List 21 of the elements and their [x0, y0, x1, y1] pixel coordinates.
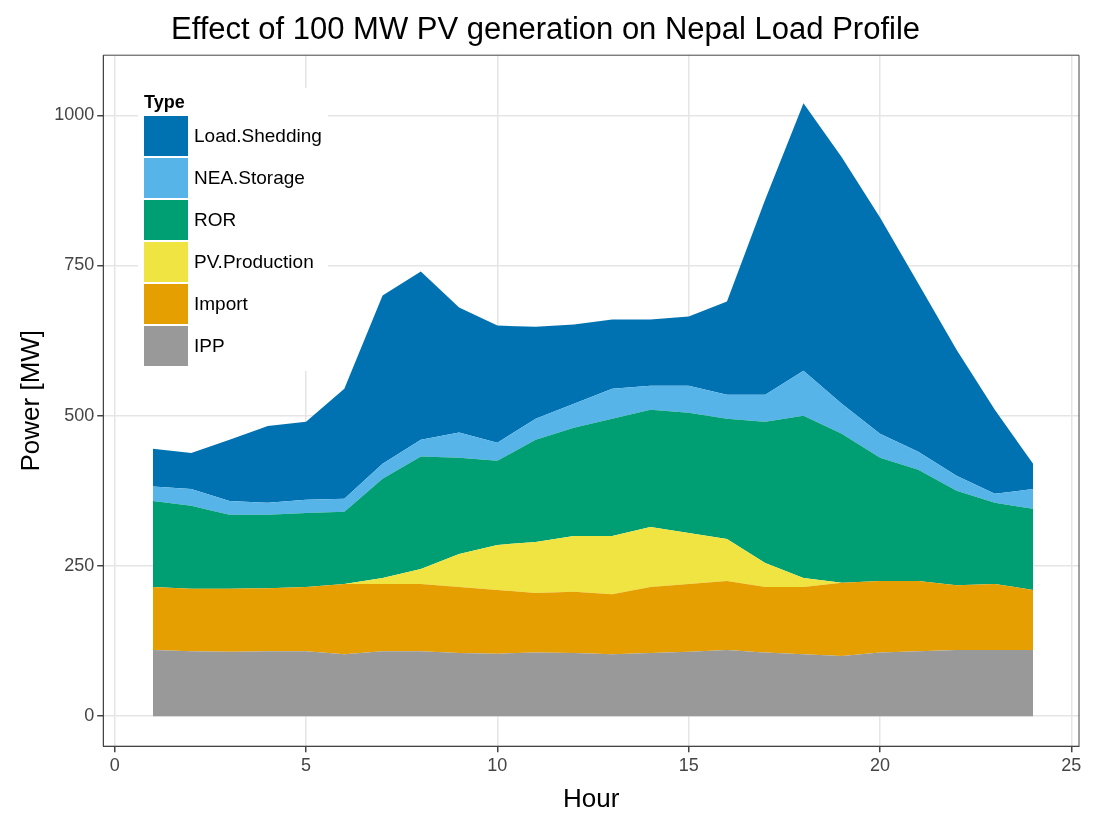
y-tick-label: 1000: [54, 104, 95, 125]
chart-title: Effect of 100 MW PV generation on Nepal Load Profile: [170, 11, 921, 47]
x-tick-label: 20: [870, 754, 891, 775]
legend-label: IPP: [194, 335, 225, 357]
x-tick-label: 0: [109, 754, 120, 775]
y-tick-label: 500: [64, 404, 95, 425]
x-tick-label: 10: [487, 754, 508, 775]
y-axis-title: Power [MW]: [14, 329, 45, 472]
x-tick-label: 25: [1061, 754, 1082, 775]
legend-title: Type: [144, 92, 186, 113]
y-tick-label: 250: [64, 554, 95, 575]
x-axis-title: Hour: [562, 782, 620, 813]
x-tick-label: 15: [678, 754, 699, 775]
legend-label: PV.Production: [194, 251, 314, 273]
y-tick-label: 750: [64, 254, 95, 275]
legend-label: ROR: [194, 209, 237, 231]
y-tick-label: 0: [84, 705, 95, 726]
legend-label: Load.Shedding: [194, 125, 322, 147]
legend-label: NEA.Storage: [194, 167, 305, 189]
x-tick-label: 5: [301, 754, 312, 775]
legend-label: Import: [194, 293, 248, 315]
